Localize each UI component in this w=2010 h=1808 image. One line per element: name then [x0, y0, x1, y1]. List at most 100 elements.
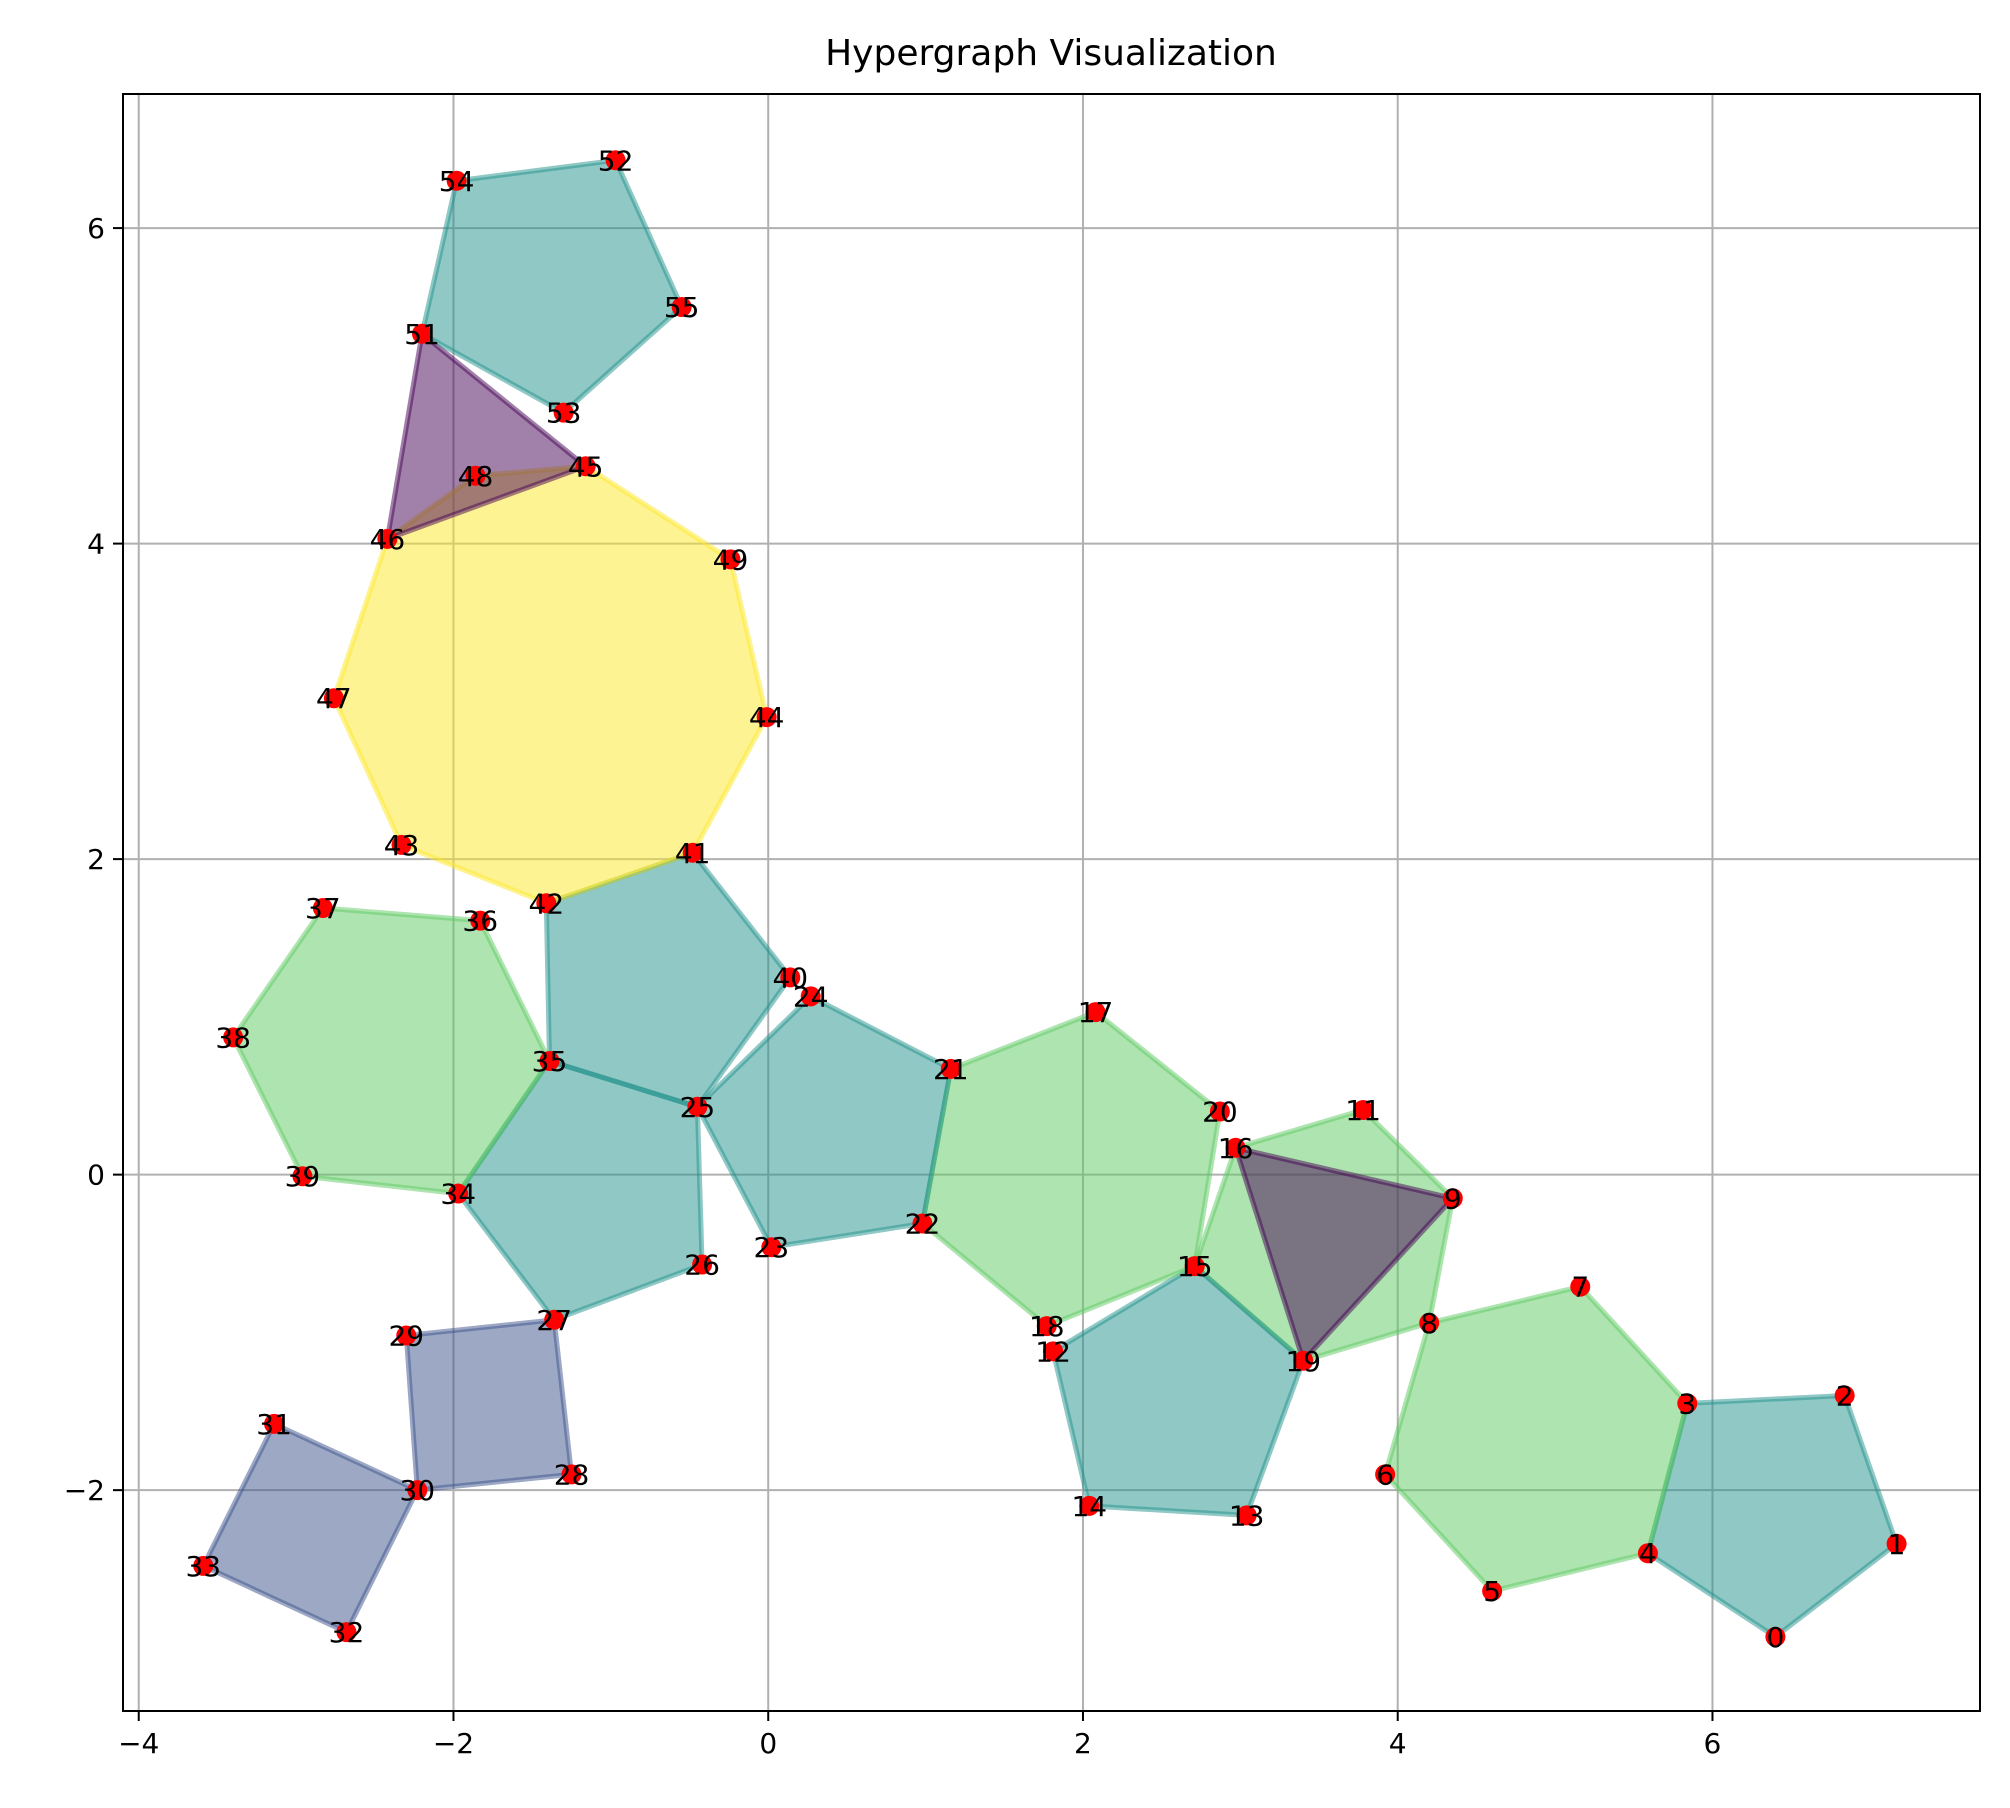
node-point — [1442, 1188, 1463, 1209]
node-point — [1225, 1137, 1246, 1158]
node-label: 25 — [680, 1091, 716, 1124]
node-point — [536, 893, 557, 914]
node-label: 3 — [1678, 1387, 1696, 1420]
x-tick-label: −4 — [118, 1727, 159, 1760]
hyperedge — [384, 331, 589, 542]
node-label: 9 — [1444, 1182, 1462, 1215]
hyperedge — [1050, 1263, 1306, 1518]
node-label: 40 — [772, 961, 808, 994]
node-point — [940, 1058, 961, 1079]
node-label: 4 — [1639, 1537, 1657, 1570]
node-point — [1184, 1256, 1205, 1277]
node-label: 21 — [933, 1053, 969, 1086]
node-label: 55 — [664, 291, 700, 324]
node-label: 44 — [749, 701, 785, 734]
node-label: 0 — [1767, 1621, 1785, 1654]
node-point — [1765, 1626, 1786, 1647]
node-point — [407, 1480, 428, 1501]
node-point — [448, 1183, 469, 1204]
node-label: 15 — [1177, 1250, 1213, 1283]
node-label: 47 — [316, 682, 352, 715]
node-point — [292, 1166, 313, 1187]
node-point — [1079, 1495, 1100, 1516]
node-label: 2 — [1836, 1379, 1854, 1412]
node-label: 49 — [713, 543, 749, 576]
node-point — [1043, 1341, 1064, 1362]
node-label: 1 — [1888, 1528, 1906, 1561]
node-label: 22 — [905, 1208, 941, 1241]
y-tick-label: −2 — [64, 1474, 105, 1507]
node-label: 7 — [1571, 1271, 1589, 1304]
node-point — [377, 528, 398, 549]
y-tick-label: 6 — [87, 212, 105, 245]
node-point — [264, 1413, 285, 1434]
node-label: 19 — [1285, 1345, 1321, 1378]
node-point — [539, 1051, 560, 1072]
node-point — [1419, 1312, 1440, 1333]
node-point — [396, 1325, 417, 1346]
node-label: 42 — [529, 887, 565, 920]
hyperedge — [200, 1421, 420, 1635]
node-label: 26 — [684, 1249, 720, 1282]
node-point — [1886, 1533, 1907, 1554]
x-tick-label: 2 — [1074, 1727, 1092, 1760]
node-label: 53 — [546, 397, 582, 430]
node-point — [470, 910, 491, 931]
hyperedges — [200, 157, 1900, 1640]
node-label: 18 — [1029, 1310, 1065, 1343]
node-label: 12 — [1035, 1335, 1071, 1368]
node-point — [336, 1622, 357, 1643]
node-label: 45 — [568, 450, 604, 483]
node-label: 24 — [793, 980, 829, 1013]
node-label: 39 — [285, 1160, 321, 1193]
node-label: 11 — [1345, 1094, 1381, 1127]
node-point — [1637, 1543, 1658, 1564]
node-label: 51 — [404, 318, 440, 351]
node-label: 13 — [1229, 1499, 1265, 1532]
chart-title: Hypergraph Visualization — [825, 33, 1277, 74]
node-label: 16 — [1218, 1132, 1254, 1165]
node-label: 23 — [754, 1231, 790, 1264]
node-label: 5 — [1483, 1575, 1501, 1608]
node-label: 37 — [305, 892, 341, 925]
node-point — [671, 296, 692, 317]
hyperedge — [403, 1317, 574, 1493]
node-label: 43 — [384, 829, 420, 862]
node-point — [561, 1464, 582, 1485]
node-point — [605, 150, 626, 171]
node-point — [412, 323, 433, 344]
node-point — [1375, 1464, 1396, 1485]
hyperedge — [694, 993, 954, 1250]
node-point — [1677, 1393, 1698, 1414]
node-point — [692, 1254, 713, 1275]
node-point — [544, 1309, 565, 1330]
x-tick-label: −2 — [433, 1727, 474, 1760]
node-label: 35 — [532, 1045, 568, 1078]
node-label: 31 — [256, 1408, 292, 1441]
node-point — [912, 1213, 933, 1234]
node-point — [756, 707, 777, 728]
node-point — [312, 898, 333, 919]
node-labels: 0123456789111213141516171819202122232425… — [185, 144, 1905, 1654]
y-tick-label: 2 — [87, 843, 105, 876]
node-label: 28 — [554, 1458, 590, 1491]
node-label: 36 — [462, 905, 498, 938]
node-point — [1353, 1099, 1374, 1120]
node-point — [1209, 1101, 1230, 1122]
node-label: 14 — [1071, 1490, 1107, 1523]
y-tick-label: 4 — [87, 528, 105, 561]
node-point — [553, 402, 574, 423]
node-point — [323, 688, 344, 709]
hyperedge — [1645, 1393, 1900, 1640]
node-label: 27 — [536, 1304, 572, 1337]
node-point — [1085, 1002, 1106, 1023]
node-point — [1570, 1276, 1591, 1297]
node-point — [193, 1555, 214, 1576]
nodes — [193, 150, 1907, 1647]
node-point — [465, 465, 486, 486]
node-point — [1482, 1581, 1503, 1602]
node-point — [1834, 1385, 1855, 1406]
node-label: 48 — [458, 460, 494, 493]
